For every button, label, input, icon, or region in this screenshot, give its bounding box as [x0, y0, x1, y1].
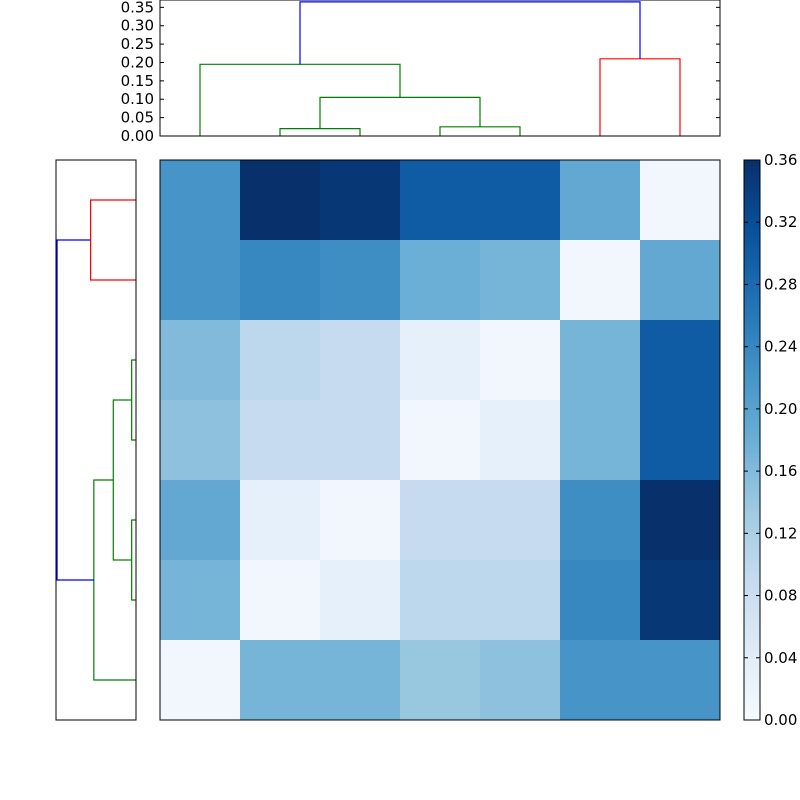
top-dendrogram-link: [199, 63, 401, 136]
top-dendrogram-link: [299, 1, 641, 65]
heatmap-cell: [640, 560, 721, 641]
colorbar-tick-label: 0.00: [764, 711, 797, 729]
left-dendrogram-link: [131, 519, 136, 601]
heatmap-cell: [560, 560, 641, 641]
heatmap-cell: [320, 320, 401, 401]
colorbar-tick-label: 0.24: [764, 338, 797, 356]
left-dendrogram: [56, 199, 136, 681]
heatmap-cell: [160, 480, 241, 561]
top-dendrogram: [199, 1, 681, 136]
colorbar-tick-label: 0.12: [764, 524, 797, 542]
colorbar-tick-label: 0.04: [764, 649, 797, 667]
colorbar-tick-label: 0.28: [764, 275, 797, 293]
heatmap-cell: [640, 240, 721, 321]
heatmap-cell: [560, 400, 641, 481]
top-dendrogram-tick-label: 0.20: [121, 53, 154, 71]
heatmap-cell: [400, 320, 481, 401]
colorbar-tick-label: 0.08: [764, 587, 797, 605]
heatmap-cell: [400, 240, 481, 321]
heatmap-cell: [480, 480, 561, 561]
heatmap-cell: [240, 400, 321, 481]
heatmap-frame: [159, 159, 721, 721]
heatmap-cell: [480, 320, 561, 401]
colorbar-frame: [743, 159, 761, 721]
colorbar-tick-label: 0.32: [764, 213, 797, 231]
heatmap-cell: [400, 640, 481, 721]
heatmap-cell: [160, 320, 241, 401]
heatmap-cell: [480, 640, 561, 721]
heatmap-cell: [160, 160, 241, 241]
heatmap-cell: [400, 480, 481, 561]
heatmap-cell: [560, 640, 641, 721]
heatmap-cell: [640, 320, 721, 401]
heatmap-cell: [640, 640, 721, 721]
heatmap-cell: [240, 320, 321, 401]
top-dendrogram-tick-label: 0.00: [121, 127, 154, 145]
heatmap-cell: [320, 160, 401, 241]
heatmap-cell: [560, 160, 641, 241]
top-dendrogram-link: [439, 126, 521, 136]
heatmap-cell: [640, 400, 721, 481]
top-dendrogram-link: [319, 96, 481, 129]
heatmap-cell: [400, 160, 481, 241]
top-dendrogram-link: [599, 58, 681, 136]
heatmap-cell: [240, 240, 321, 321]
heatmap-cell: [320, 640, 401, 721]
heatmap-cell: [240, 480, 321, 561]
heatmap-cell: [240, 560, 321, 641]
heatmap-cell: [320, 400, 401, 481]
top-dendrogram-tick-label: 0.35: [121, 0, 154, 16]
heatmap-cell: [480, 560, 561, 641]
heatmap-cell: [160, 640, 241, 721]
left-dendrogram-link: [56, 239, 94, 581]
heatmap-cell: [240, 640, 321, 721]
left-dendrogram-link: [131, 359, 136, 441]
colorbar-axis: 0.00 0.04 0.08 0.12 0.16 0.20 0.24 0.28 0.32 0.36: [744, 151, 797, 729]
heatmap-cell: [400, 560, 481, 641]
top-dendrogram-tick-label: 0.10: [121, 90, 154, 108]
heatmap-cell: [400, 400, 481, 481]
heatmap-cell: [560, 480, 641, 561]
heatmap-cell: [160, 560, 241, 641]
heatmap-cell: [640, 160, 721, 241]
heatmap-cell: [320, 560, 401, 641]
top-dendrogram-tick-label: 0.30: [121, 17, 154, 35]
left-dendrogram-link: [89, 199, 136, 281]
top-dendrogram-tick-label: 0.25: [121, 35, 154, 53]
heatmap-cell: [480, 400, 561, 481]
top-dendrogram-frame: [159, 0, 721, 137]
heatmap-cell: [320, 240, 401, 321]
left-dendrogram-frame: [55, 159, 137, 721]
heatmap-cell: [240, 160, 321, 241]
colorbar-tick-label: 0.20: [764, 400, 797, 418]
heatmap-cell: [320, 480, 401, 561]
top-dendrogram-y-axis: 0.000.050.100.150.200.250.300.35: [121, 0, 720, 145]
top-dendrogram-link: [279, 128, 361, 136]
left-dendrogram-link: [112, 399, 132, 561]
colorbar-tick-label: 0.16: [764, 462, 797, 480]
top-dendrogram-tick-label: 0.15: [121, 72, 154, 90]
heatmap-cell: [480, 240, 561, 321]
left-dendrogram-link: [93, 479, 136, 681]
heatmap-cell: [640, 480, 721, 561]
colorbar-tick-label: 0.36: [764, 151, 797, 169]
heatmap-cell: [160, 240, 241, 321]
top-dendrogram-tick-label: 0.05: [121, 109, 154, 127]
colorbar-gradient: [744, 160, 760, 720]
heatmap-cell: [480, 160, 561, 241]
heatmap-cell: [560, 240, 641, 321]
heatmap-cell: [560, 320, 641, 401]
heatmap-cell: [160, 400, 241, 481]
heatmap: [160, 160, 721, 721]
